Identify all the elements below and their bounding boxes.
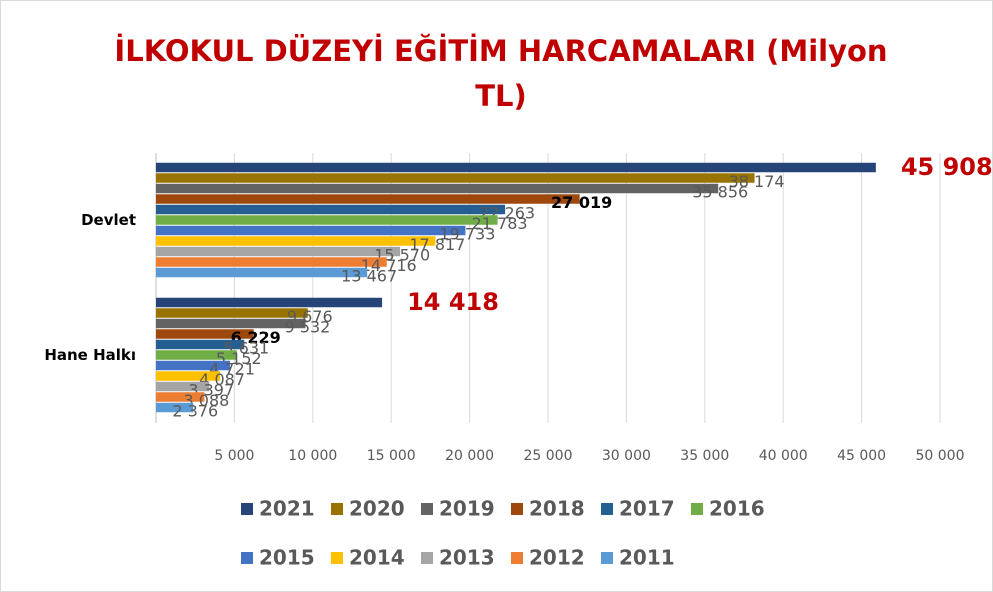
legend-label: 2019 [439, 497, 495, 521]
x-tick-label: 15 000 [367, 448, 416, 464]
legend-label: 2021 [259, 497, 315, 521]
bar [156, 225, 466, 236]
legend-label: 2013 [439, 546, 495, 570]
legend-label: 2017 [619, 497, 675, 521]
legend-swatch [691, 503, 703, 515]
legend-swatch [601, 552, 613, 564]
bar [156, 215, 498, 225]
value-label: 14 418 [407, 288, 499, 316]
bar [156, 350, 237, 360]
x-tick-label: 25 000 [524, 448, 573, 464]
bar [156, 339, 245, 350]
x-tick-label: 20 000 [445, 448, 494, 464]
legend-swatch [511, 552, 523, 564]
bar [156, 297, 383, 308]
x-tick-label: 40 000 [759, 448, 808, 464]
value-label: 4 721 [209, 360, 255, 379]
bar [156, 183, 719, 194]
legend-swatch [241, 503, 253, 515]
value-label: 15 570 [374, 246, 430, 265]
bar [156, 194, 580, 204]
chart-title: İLKOKUL DÜZEYİ EĞİTİM HARCAMALARI (Milyo… [114, 34, 888, 113]
bar [156, 392, 205, 402]
value-label: 17 817 [409, 235, 465, 254]
legend-swatch [601, 503, 613, 515]
x-tick-label: 30 000 [602, 448, 651, 464]
bar [156, 173, 755, 183]
legend-swatch [331, 552, 343, 564]
bar [156, 308, 308, 318]
value-label: 38 174 [729, 172, 785, 191]
legend-label: 2011 [619, 546, 675, 570]
legend-label: 2020 [349, 497, 405, 521]
x-tick-label: 45 000 [837, 448, 886, 464]
value-label: 14 716 [361, 256, 417, 275]
value-label: 35 856 [692, 183, 748, 202]
bar [156, 360, 231, 371]
legend-swatch [421, 503, 433, 515]
category-label: Hane Halkı [44, 346, 136, 364]
x-tick-label: 10 000 [288, 448, 337, 464]
value-label: 19 733 [439, 225, 495, 244]
value-label: 27 019 [551, 193, 612, 212]
value-label: 13 467 [341, 267, 397, 286]
bar [156, 329, 254, 339]
x-tick-label: 50 000 [916, 448, 965, 464]
bar [156, 402, 194, 413]
bar [156, 236, 436, 246]
value-label: 9 532 [285, 318, 331, 337]
bar [156, 204, 506, 215]
bar [156, 267, 368, 278]
legend-label: 2015 [259, 546, 315, 570]
bar [156, 162, 876, 173]
legend-swatch [331, 503, 343, 515]
value-label: 45 908 [901, 153, 992, 181]
category-label: Devlet [81, 211, 136, 229]
legend-swatch [421, 552, 433, 564]
bar [156, 246, 401, 257]
legend-label: 2018 [529, 497, 585, 521]
value-label: 2 376 [172, 402, 218, 421]
value-label: 4 087 [199, 370, 245, 389]
bar [156, 318, 306, 329]
value-label: 21 783 [472, 214, 528, 233]
bar [156, 371, 221, 381]
legend-label: 2012 [529, 546, 585, 570]
legend-label: 2014 [349, 546, 405, 570]
x-tick-label: 5 000 [214, 448, 254, 464]
legend-swatch [511, 503, 523, 515]
legend-swatch [241, 552, 253, 564]
value-label: 3 088 [184, 391, 230, 410]
x-tick-label: 35 000 [680, 448, 729, 464]
bar [156, 257, 387, 267]
legend-label: 2016 [709, 497, 765, 521]
bar [156, 381, 210, 392]
